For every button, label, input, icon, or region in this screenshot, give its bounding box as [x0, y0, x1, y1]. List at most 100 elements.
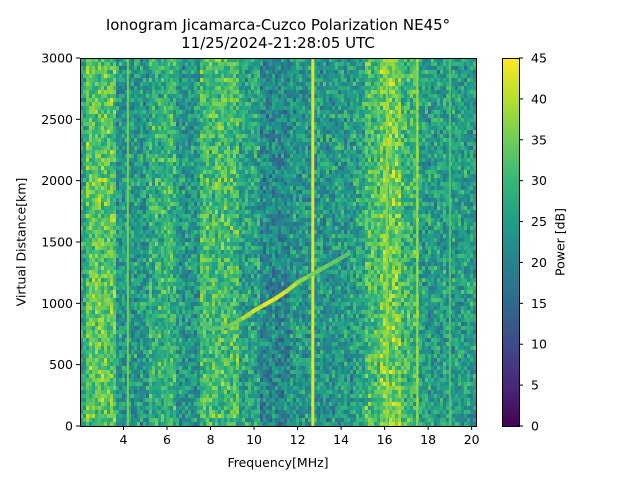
heatmap-cell	[131, 302, 134, 306]
heatmap-cell	[146, 250, 149, 254]
heatmap-cell	[113, 110, 116, 114]
heatmap-cell	[170, 294, 173, 298]
heatmap-cell	[80, 386, 83, 390]
heatmap-cell	[197, 266, 200, 270]
heatmap-cell	[104, 214, 107, 218]
heatmap-cell	[125, 338, 128, 342]
heatmap-cell	[212, 114, 215, 118]
heatmap-cell	[146, 286, 149, 290]
heatmap-cell	[149, 214, 152, 218]
heatmap-cell	[221, 98, 224, 102]
heatmap-cell	[191, 178, 194, 182]
heatmap-cell	[140, 350, 143, 354]
heatmap-cell	[137, 198, 140, 202]
heatmap-cell	[86, 282, 89, 286]
heatmap-cell	[197, 166, 200, 170]
heatmap-cell	[206, 86, 209, 90]
heatmap-cell	[131, 386, 134, 390]
heatmap-cell	[179, 366, 182, 370]
heatmap-cell	[224, 202, 227, 206]
heatmap-cell	[218, 314, 221, 318]
heatmap-cell	[89, 366, 92, 370]
heatmap-cell	[155, 314, 158, 318]
heatmap-cell	[173, 202, 176, 206]
heatmap-cell	[152, 166, 155, 170]
heatmap-cell	[212, 302, 215, 306]
heatmap-cell	[230, 370, 233, 374]
heatmap-cell	[173, 218, 176, 222]
heatmap-cell	[161, 382, 164, 386]
heatmap-cell	[92, 394, 95, 398]
heatmap-cell	[92, 386, 95, 390]
heatmap-cell	[182, 226, 185, 230]
heatmap-cell	[104, 410, 107, 414]
heatmap-cell	[164, 210, 167, 214]
heatmap-cell	[203, 338, 206, 342]
heatmap-cell	[161, 286, 164, 290]
heatmap-cell	[134, 382, 137, 386]
heatmap-cell	[125, 78, 128, 82]
heatmap-cell	[128, 318, 131, 322]
heatmap-cell	[149, 262, 152, 266]
heatmap-cell	[143, 294, 146, 298]
heatmap-cell	[203, 74, 206, 78]
heatmap-cell	[161, 114, 164, 118]
heatmap-cell	[233, 154, 236, 158]
heatmap-cell	[89, 98, 92, 102]
heatmap-cell	[179, 182, 182, 186]
heatmap-cell	[239, 222, 242, 226]
heatmap-cell	[110, 162, 113, 166]
heatmap-cell	[215, 62, 218, 66]
heatmap-cell	[197, 162, 200, 166]
heatmap-cell	[137, 350, 140, 354]
heatmap-cell	[185, 386, 188, 390]
heatmap-cell	[221, 90, 224, 94]
heatmap-cell	[212, 202, 215, 206]
heatmap-cell	[215, 182, 218, 186]
heatmap-cell	[197, 102, 200, 106]
heatmap-cell	[185, 150, 188, 154]
heatmap-cell	[200, 146, 203, 150]
heatmap-cell	[194, 162, 197, 166]
heatmap-cell	[149, 114, 152, 118]
heatmap-cell	[176, 342, 179, 346]
heatmap-cell	[176, 110, 179, 114]
heatmap-cell	[173, 78, 176, 82]
heatmap-cell	[194, 294, 197, 298]
heatmap-cell	[104, 190, 107, 194]
heatmap-cell	[173, 374, 176, 378]
heatmap-cell	[83, 94, 86, 98]
heatmap-cell	[239, 334, 242, 338]
heatmap-cell	[170, 258, 173, 262]
heatmap-cell	[137, 142, 140, 146]
heatmap-cell	[149, 178, 152, 182]
heatmap-cell	[116, 306, 119, 310]
heatmap-cell	[170, 194, 173, 198]
heatmap-cell	[161, 186, 164, 190]
heatmap-cell	[185, 310, 188, 314]
heatmap-cell	[224, 58, 227, 62]
heatmap-cell	[194, 290, 197, 294]
heatmap-cell	[107, 190, 110, 194]
heatmap-cell	[212, 186, 215, 190]
heatmap-cell	[149, 82, 152, 86]
heatmap-cell	[200, 90, 203, 94]
heatmap-cell	[212, 210, 215, 214]
heatmap-cell	[233, 174, 236, 178]
heatmap-cell	[146, 134, 149, 138]
heatmap-cell	[242, 170, 245, 174]
heatmap-cell	[200, 250, 203, 254]
heatmap-cell	[122, 382, 125, 386]
heatmap-cell	[233, 70, 236, 74]
heatmap-cell	[122, 110, 125, 114]
heatmap-cell	[152, 158, 155, 162]
heatmap-cell	[86, 390, 89, 394]
heatmap-cell	[110, 174, 113, 178]
heatmap-cell	[224, 154, 227, 158]
heatmap-cell	[113, 262, 116, 266]
heatmap-cell	[179, 314, 182, 318]
heatmap-cell	[203, 406, 206, 410]
heatmap-cell	[218, 386, 221, 390]
heatmap-cell	[119, 118, 122, 122]
heatmap-cell	[185, 98, 188, 102]
